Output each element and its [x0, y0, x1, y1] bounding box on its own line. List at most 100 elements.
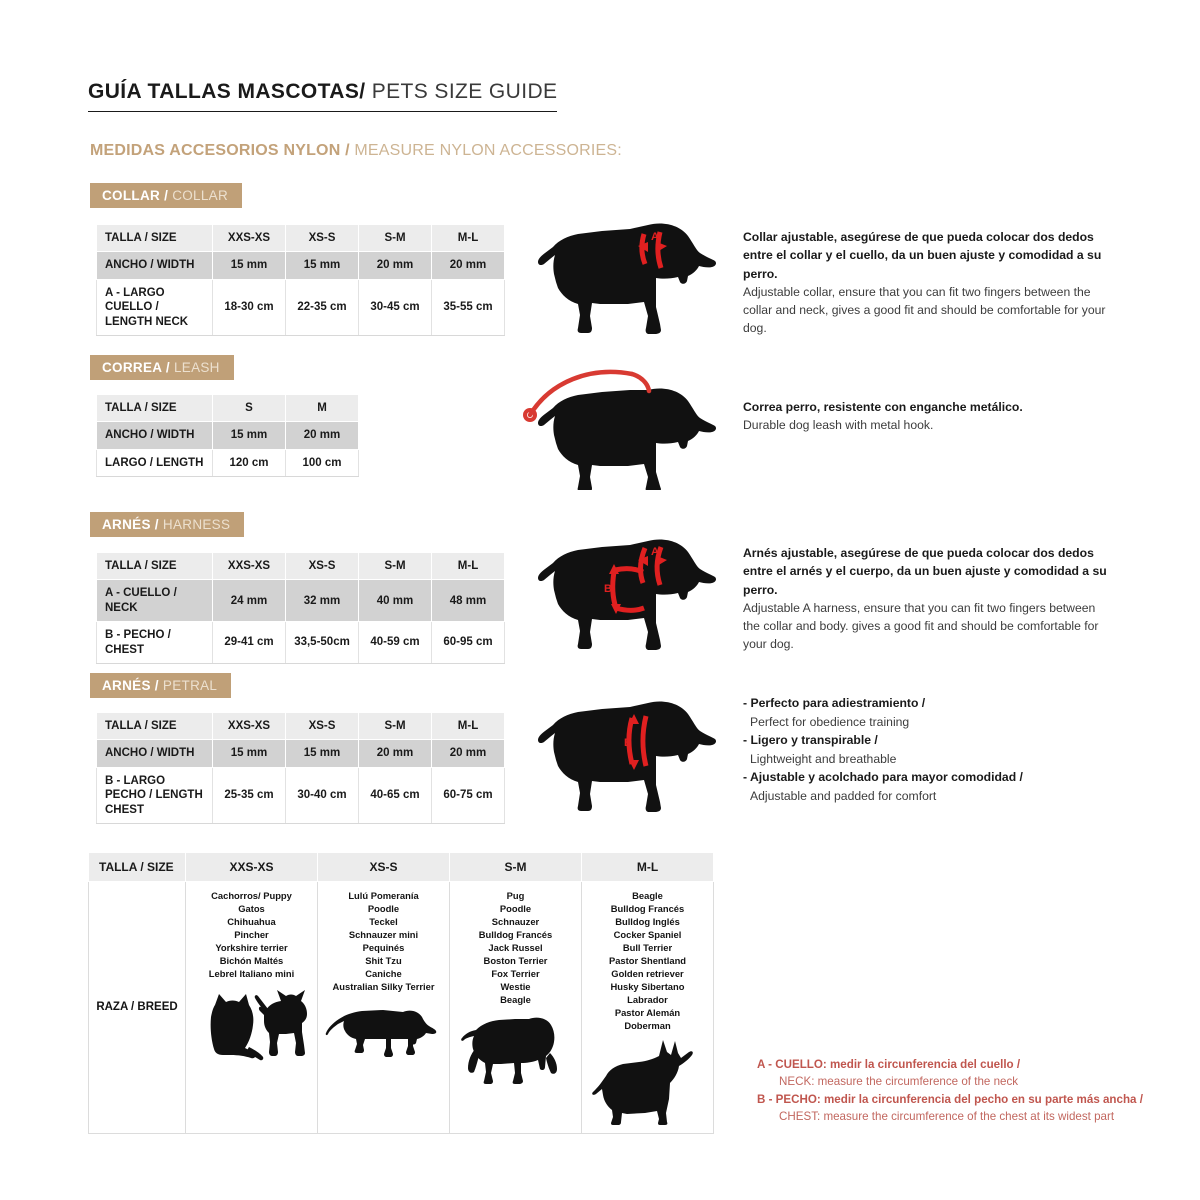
column-header-xxs-xs: XXS-XS [185, 852, 318, 882]
row-label: ANCHO / WIDTH [96, 421, 213, 450]
breed-name: Bulldog Francés [478, 928, 553, 940]
cell-value: 40 mm [358, 579, 432, 623]
arrow-b-down [629, 760, 639, 770]
row-label: LARGO / LENGTH [96, 448, 213, 478]
breed-name: Golden retriever [611, 967, 684, 979]
measurement-legend: A - CUELLO: medir la circunferencia del … [757, 1056, 1147, 1126]
breed-name: Schnauzer mini [348, 928, 419, 940]
row-label-breed: RAZA / BREED [88, 881, 186, 1134]
table-header-row: TALLA / SIZE XXS-XS XS-S S-M M-L [96, 551, 505, 581]
marker-label-a: A [651, 546, 659, 558]
measurement-arrow-a [638, 242, 667, 252]
column-header-xs-s: XS-S [285, 711, 359, 741]
dog-leash-illustration [520, 360, 730, 495]
column-header-m-l: M-L [431, 223, 505, 253]
breed-name: Poodle [367, 902, 400, 914]
cell-value: 20 mm [285, 421, 359, 450]
breed-name: Pug [506, 890, 525, 901]
breed-name: Bulldog Inglés [615, 915, 680, 927]
breed-name: Shit Tzu [365, 954, 402, 966]
cell-value: 40-59 cm [358, 621, 432, 664]
cell-value: 48 mm [431, 579, 505, 623]
bullet-es: - Perfecto para adiestramiento / [743, 696, 926, 710]
marker-label-b: B [624, 737, 632, 749]
column-header-m-l: M-L [581, 852, 714, 882]
column-header-size: TALLA / SIZE [88, 852, 186, 882]
cell-value: 18-30 cm [212, 278, 286, 336]
tag-label-en: PETRAL [158, 678, 218, 693]
arrow-b-up [609, 564, 619, 574]
table-row: A - CUELLO / NECK 24 mm 32 mm 40 mm 48 m… [96, 579, 505, 623]
column-header-s-m: S-M [358, 223, 432, 253]
leash-line-red [527, 369, 652, 418]
measurement-arrows [609, 556, 667, 614]
table-row: ANCHO / WIDTH 15 mm 15 mm 20 mm 20 mm [96, 739, 505, 768]
bullet-en: Lightweight and breathable [750, 751, 897, 766]
column-header-s: S [212, 393, 286, 423]
cell-value: 30-45 cm [358, 278, 432, 336]
tag-label-es: ARNÉS / [102, 517, 159, 532]
column-header-size: TALLA / SIZE [96, 223, 213, 253]
leash-description: Correa perro, resistente con enganche me… [743, 398, 1115, 435]
harness-description: Arnés ajustable, asegúrese de que pueda … [743, 544, 1115, 654]
cell-value: 15 mm [285, 251, 359, 280]
breed-name: Gatos [238, 902, 265, 914]
table-header-row: TALLA / SIZE XXS-XS XS-S S-M M-L [96, 711, 505, 741]
table-header-row: TALLA / SIZE XXS-XS XS-S S-M M-L [96, 223, 505, 253]
arrow-a-left [638, 556, 648, 566]
page-title-es: GUÍA TALLAS MASCOTAS/ [88, 80, 366, 103]
cell-value: 15 mm [212, 421, 286, 450]
tag-label-en: LEASH [169, 360, 220, 375]
column-header-xs-s: XS-S [285, 551, 359, 581]
column-header-s-m: S-M [358, 551, 432, 581]
row-label: A - LARGO CUELLO / LENGTH NECK [96, 278, 213, 336]
row-label: ANCHO / WIDTH [96, 739, 213, 768]
petral-size-table: TALLA / SIZE XXS-XS XS-S S-M M-L ANCHO /… [96, 711, 505, 824]
dog-silhouette [538, 539, 716, 650]
column-header-s-m: S-M [449, 852, 582, 882]
breed-name: Yorkshire terrier [215, 941, 288, 953]
subtitle-en: MEASURE NYLON ACCESSORIES: [349, 142, 622, 159]
chihuahua-silhouette [254, 989, 307, 1056]
cell-value: 15 mm [212, 739, 286, 768]
breed-name: Jack Russel [488, 941, 543, 953]
breed-cell-xs-s: Lulú Pomeranía Poodle Teckel Schnauzer m… [317, 881, 450, 1134]
dog-petral-illustration: B [520, 690, 730, 825]
breed-silhouettes [454, 1011, 577, 1091]
breed-table: TALLA / SIZE XXS-XS XS-S S-M M-L RAZA / … [88, 852, 714, 1134]
dog-silhouette [538, 388, 716, 492]
cell-value: 30-40 cm [285, 766, 359, 824]
column-header-m: M [285, 393, 359, 423]
description-es: Collar ajustable, asegúrese de que pueda… [743, 230, 1102, 281]
measurement-arrows-b [629, 714, 639, 770]
tag-label-en: HARNESS [158, 517, 231, 532]
column-header-s-m: S-M [358, 711, 432, 741]
dachshund-silhouette [325, 1009, 436, 1057]
cell-value: 100 cm [285, 448, 359, 478]
column-header-xxs-xs: XXS-XS [212, 223, 286, 253]
marker-label-b: B [604, 583, 612, 595]
breed-silhouettes [190, 985, 313, 1067]
breed-silhouettes [322, 998, 445, 1064]
cell-value: 35-55 cm [431, 278, 505, 336]
cell-value: 15 mm [285, 739, 359, 768]
breed-content-row: RAZA / BREED Cachorros/ Puppy Gatos Chih… [88, 881, 714, 1134]
cat-silhouette [210, 993, 263, 1061]
page-title: GUÍA TALLAS MASCOTAS/ PETS SIZE GUIDE [88, 80, 558, 112]
cell-value: 40-65 cm [358, 766, 432, 824]
schnauzer-silhouette [460, 1017, 557, 1084]
marker-label-a: A [651, 231, 659, 243]
row-label: A - CUELLO / NECK [96, 579, 213, 623]
cell-value: 20 mm [431, 251, 505, 280]
breed-name: Lebrel Italiano mini [208, 967, 295, 979]
collar-description: Collar ajustable, asegúrese de que pueda… [743, 228, 1115, 338]
breed-name: Westie [500, 980, 531, 992]
section-tag-collar: COLLAR / COLLAR [90, 183, 243, 208]
cell-value: 20 mm [431, 739, 505, 768]
description-en: Adjustable collar, ensure that you can f… [743, 284, 1106, 336]
table-row: B - PECHO / CHEST 29-41 cm 33,5-50cm 40-… [96, 621, 505, 664]
section-tag-harness: ARNÉS / HARNESS [90, 512, 245, 537]
dog-silhouette [538, 223, 716, 334]
leash-loop-handle [523, 408, 537, 422]
breed-name: Lulú Pomeranía [348, 890, 419, 901]
